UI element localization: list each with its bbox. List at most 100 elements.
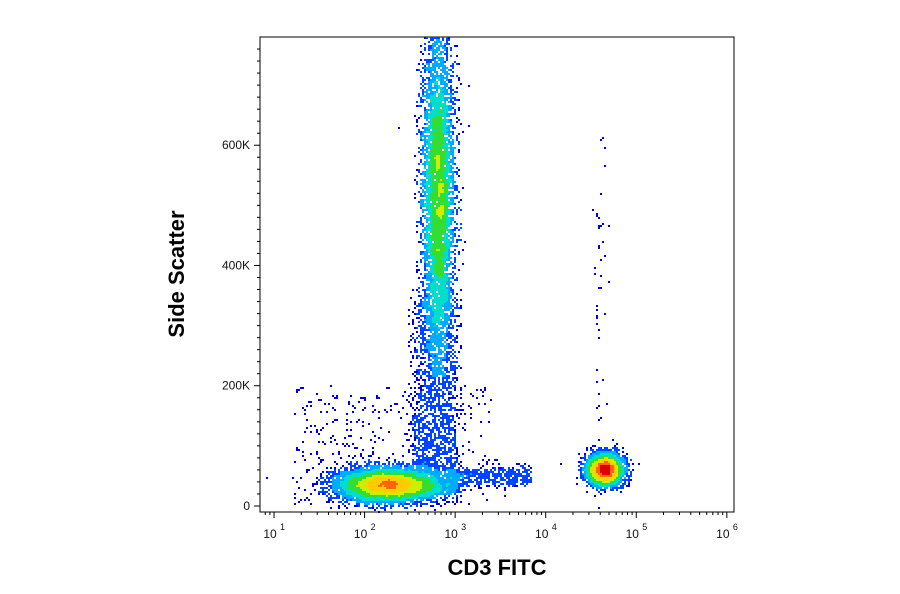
event-point (434, 275, 436, 277)
event-point (454, 421, 456, 423)
event-point (440, 341, 442, 343)
event-point (378, 417, 380, 419)
event-point (582, 469, 584, 471)
event-point (428, 125, 430, 127)
event-point (482, 459, 484, 461)
event-point (438, 149, 440, 151)
event-point (446, 307, 448, 309)
event-point (592, 467, 594, 469)
event-point (452, 167, 454, 169)
event-point (410, 335, 412, 337)
event-point (444, 381, 446, 383)
event-point (354, 475, 356, 477)
event-point (326, 467, 328, 469)
event-point (430, 181, 432, 183)
event-point (522, 475, 524, 477)
event-point (450, 257, 452, 259)
event-point (450, 295, 452, 297)
event-point (516, 479, 518, 481)
event-point (486, 481, 488, 483)
event-point (352, 471, 354, 473)
event-point (450, 179, 452, 181)
event-point (446, 301, 448, 303)
event-point (446, 115, 448, 117)
event-point (434, 49, 436, 51)
event-point (436, 335, 438, 337)
event-point (450, 211, 452, 213)
event-point (608, 465, 610, 467)
event-point (450, 147, 452, 149)
event-point (322, 489, 324, 491)
event-point (456, 395, 458, 397)
event-point (486, 477, 488, 479)
event-point (368, 475, 370, 477)
event-point (428, 249, 430, 251)
event-point (340, 485, 342, 487)
event-point (612, 477, 614, 479)
event-point (432, 363, 434, 365)
event-point (430, 167, 432, 169)
event-point (426, 207, 428, 209)
event-point (368, 469, 370, 471)
event-point (298, 389, 300, 391)
event-point (488, 459, 490, 461)
event-point (432, 383, 434, 385)
event-point (444, 89, 446, 91)
event-point (426, 257, 428, 259)
event-point (588, 483, 590, 485)
event-point (452, 471, 454, 473)
event-point (434, 449, 436, 451)
event-point (608, 463, 610, 465)
event-point (384, 479, 386, 481)
event-point (450, 165, 452, 167)
event-point (594, 471, 596, 473)
event-point (512, 471, 514, 473)
event-point (520, 473, 522, 475)
event-point (420, 251, 422, 253)
event-point (426, 445, 428, 447)
event-point (594, 459, 596, 461)
event-point (422, 77, 424, 79)
event-point (448, 325, 450, 327)
event-point (442, 173, 444, 175)
event-point (428, 147, 430, 149)
event-point (358, 491, 360, 493)
event-point (614, 483, 616, 485)
event-point (438, 365, 440, 367)
event-point (430, 347, 432, 349)
event-point (442, 157, 444, 159)
event-point (444, 257, 446, 259)
event-point (382, 475, 384, 477)
event-point (622, 483, 624, 485)
event-point (454, 397, 456, 399)
event-point (438, 129, 440, 131)
event-point (434, 249, 436, 251)
event-point (432, 483, 434, 485)
event-point (416, 459, 418, 461)
event-point (344, 473, 346, 475)
event-point (448, 483, 450, 485)
event-point (442, 279, 444, 281)
event-point (426, 407, 428, 409)
event-point (600, 487, 602, 489)
event-point (432, 177, 434, 179)
event-point (440, 435, 442, 437)
event-point (426, 489, 428, 491)
event-point (352, 479, 354, 481)
event-point (424, 473, 426, 475)
event-point (440, 209, 442, 211)
event-point (452, 299, 454, 301)
event-point (438, 301, 440, 303)
event-point (382, 487, 384, 489)
event-point (440, 133, 442, 135)
event-point (434, 169, 436, 171)
event-point (444, 73, 446, 75)
event-point (482, 475, 484, 477)
event-point (442, 435, 444, 437)
event-point (492, 483, 494, 485)
event-point (436, 253, 438, 255)
event-point (444, 131, 446, 133)
event-point (444, 233, 446, 235)
event-point (438, 239, 440, 241)
event-point (446, 401, 448, 403)
